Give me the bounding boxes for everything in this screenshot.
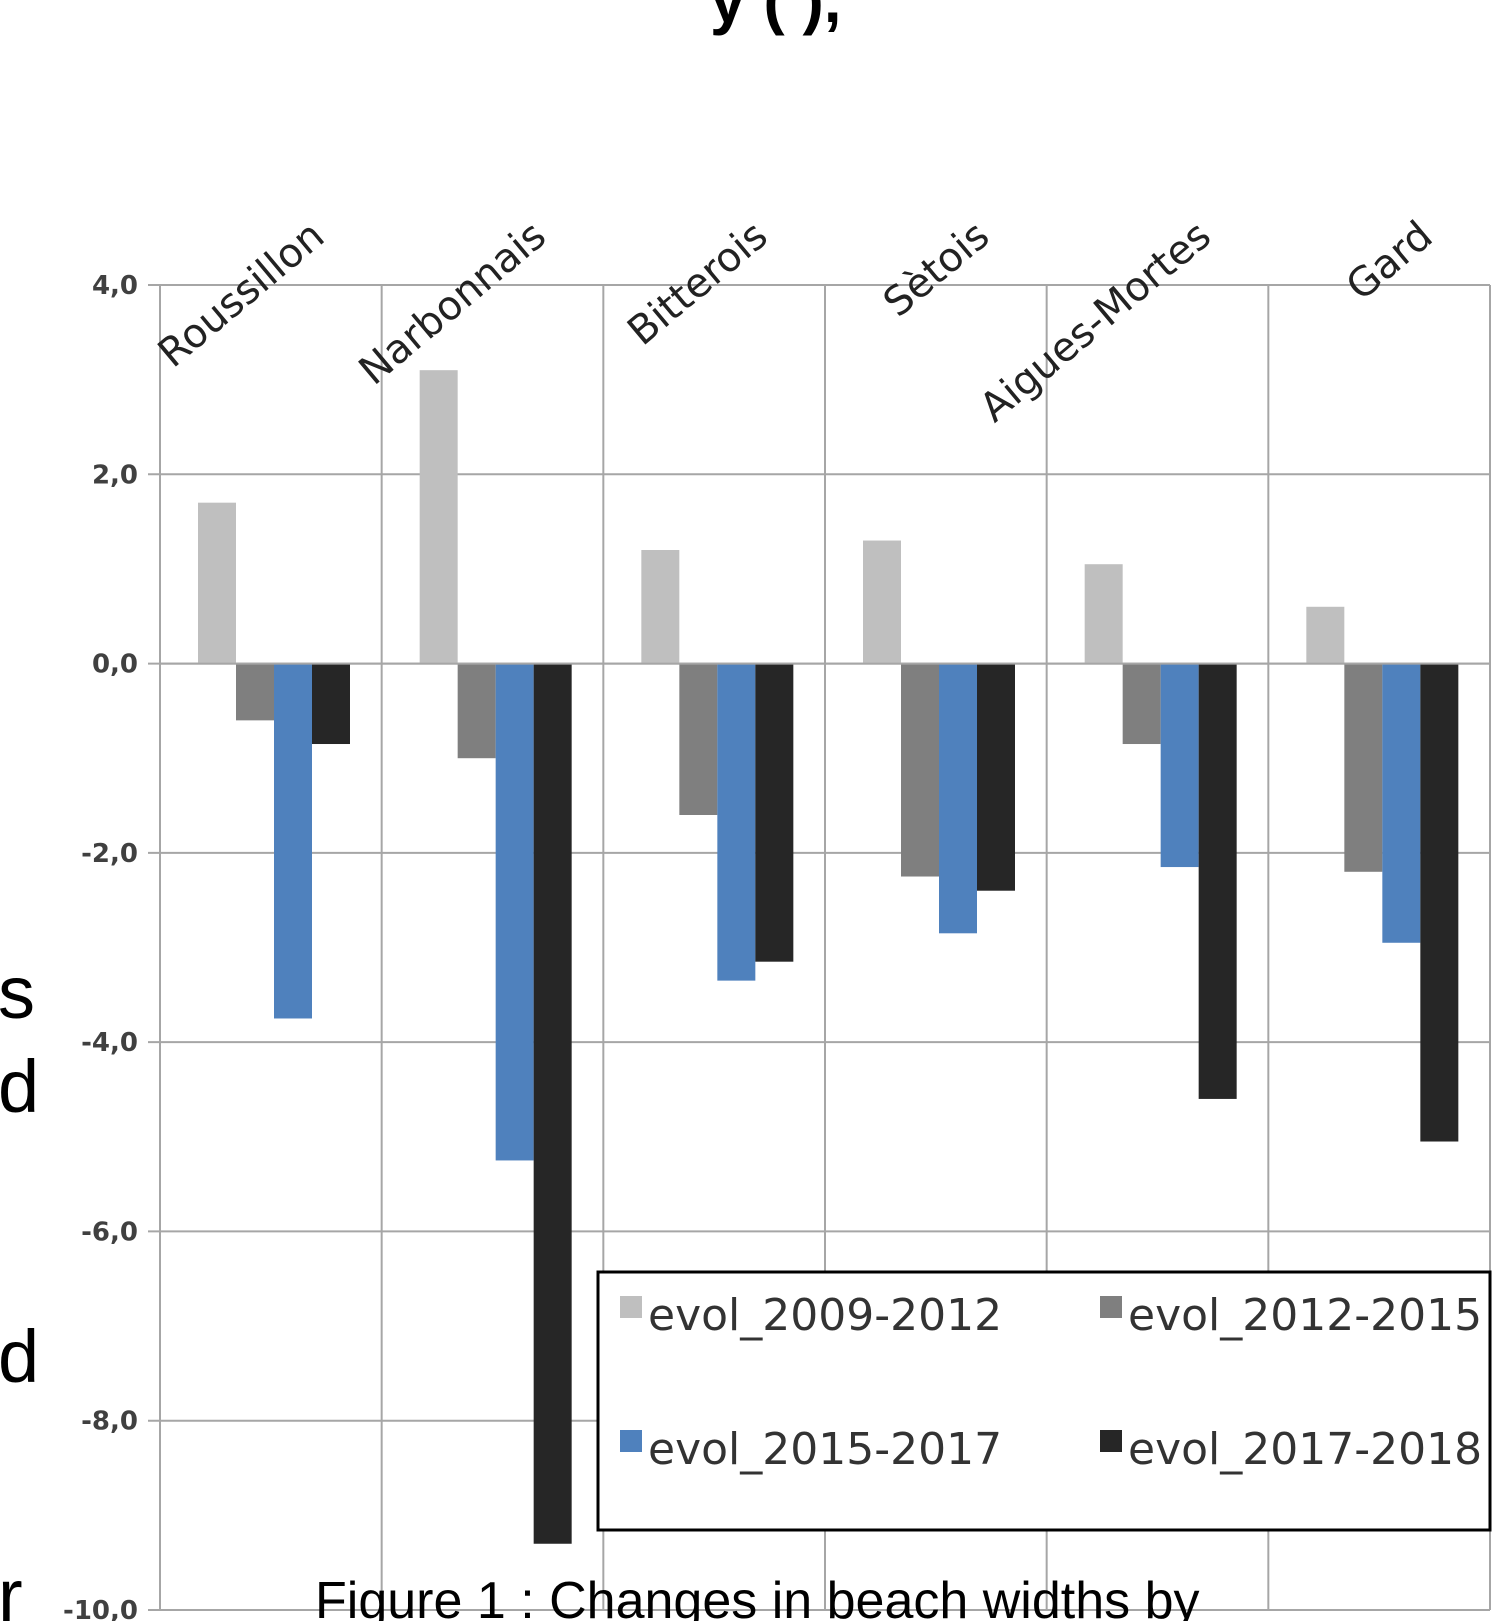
- legend-label: evol_2012-2015: [1128, 1290, 1482, 1341]
- bar: [939, 663, 977, 934]
- bar: [274, 663, 312, 1019]
- bar: [717, 663, 756, 981]
- x-tick-label: Gard: [1338, 212, 1442, 309]
- bar: [1420, 663, 1459, 1142]
- side-text-fragment: d: [0, 1045, 39, 1128]
- bar: [419, 370, 458, 664]
- bar: [901, 663, 939, 877]
- y-tick-label: -8,0: [81, 1407, 138, 1437]
- bar: [495, 663, 534, 1161]
- x-tick-label: Roussillon: [150, 212, 333, 376]
- bar: [679, 663, 718, 815]
- y-tick-label: -10,0: [63, 1596, 138, 1621]
- bar: [312, 663, 350, 745]
- x-axis: Roussillon Narbonnais Bitterois SètoisAigue…: [150, 212, 1442, 431]
- bars: [160, 370, 1490, 1544]
- legend-swatch: [620, 1296, 642, 1318]
- y-tick-label: -6,0: [81, 1217, 138, 1247]
- bar: [755, 663, 794, 962]
- x-tick-label: Sètois: [875, 212, 998, 326]
- bar: [457, 663, 496, 759]
- bar: [533, 663, 572, 1544]
- y-tick-label: 2,0: [92, 460, 138, 490]
- figure-caption: Figure 1 : Changes in beach widths by: [315, 1572, 1200, 1621]
- bar: [863, 540, 901, 664]
- bar: [1160, 663, 1199, 868]
- bar: [236, 663, 274, 721]
- legend-label: evol_2015-2017: [648, 1424, 1002, 1475]
- legend-box: [596, 1270, 1492, 1532]
- x-tick-label: Bitterois: [619, 212, 776, 354]
- bar: [1198, 663, 1237, 1099]
- y-tick-label: 4,0: [92, 271, 138, 301]
- legend-swatch: [620, 1430, 642, 1452]
- bar: [1084, 564, 1123, 664]
- x-tick-label: Aigues-Mortes: [971, 212, 1219, 431]
- side-text-fragment: d: [0, 1315, 39, 1398]
- bar: [641, 550, 680, 664]
- bar: [977, 663, 1015, 891]
- side-text-fragment: r: [0, 1554, 23, 1621]
- bar: [198, 502, 236, 664]
- legend-label: evol_2009-2012: [648, 1290, 1002, 1341]
- legend-label: evol_2017-2018: [1128, 1424, 1482, 1475]
- legend: evol_2009-2012 evol_2012-2015 evol_2015-20…: [596, 1270, 1492, 1532]
- bar: [1122, 663, 1161, 745]
- y-tick-label: -4,0: [81, 1028, 138, 1058]
- bar: [1382, 663, 1421, 943]
- y-tick-label: 0,0: [92, 650, 138, 680]
- bar: [1306, 606, 1345, 664]
- bar: [1344, 663, 1383, 872]
- legend-swatch: [1100, 1296, 1122, 1318]
- top-text-fragment: y ( ),: [710, 0, 842, 36]
- y-tick-label: -2,0: [81, 839, 138, 869]
- y-axis: 4,0 2,0 0,0 -2,0 -4,0 -6,0 -8,0 -10,0: [63, 271, 138, 1621]
- side-text-fragment: s: [0, 951, 35, 1034]
- legend-swatch: [1100, 1430, 1122, 1452]
